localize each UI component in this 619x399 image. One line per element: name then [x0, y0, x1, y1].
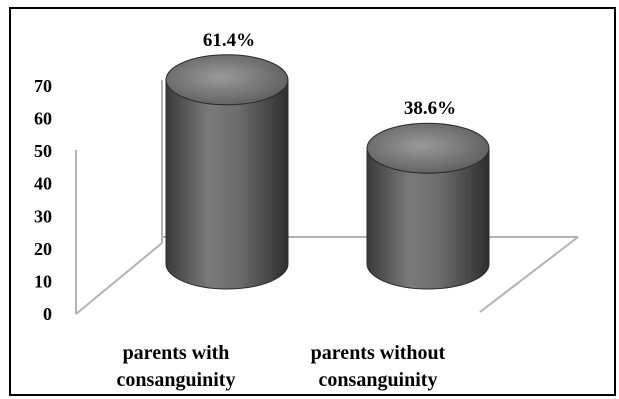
chart-frame	[9, 7, 616, 396]
y-tick-label-40: 40	[34, 174, 52, 194]
category-label-line: consanguinity	[319, 369, 438, 391]
bar-body	[165, 79, 289, 290]
y-tick-label-70: 70	[34, 76, 52, 96]
category-label-line: parents with	[123, 342, 230, 364]
y-tick-label-50: 50	[34, 141, 52, 161]
category-label-line: parents without	[311, 342, 446, 364]
bar-top	[165, 54, 289, 106]
category-label-1: parents with consanguinity	[117, 342, 236, 391]
floor-right-diagonal	[479, 236, 579, 313]
bar-body	[366, 147, 490, 290]
y-tick-label-20: 20	[34, 239, 52, 259]
data-label-2: 38.6%	[404, 98, 456, 119]
bar-top	[366, 122, 490, 174]
y-axis-ticks: 0 10 20 30 40 50 60 70	[34, 76, 52, 324]
floor-left-diagonal	[75, 242, 163, 315]
category-label-2: parents without consanguinity	[311, 342, 446, 391]
bar-2	[366, 122, 490, 290]
floor-lines	[75, 80, 579, 315]
bars	[165, 54, 490, 290]
category-label-line: consanguinity	[117, 369, 236, 391]
y-tick-label-10: 10	[34, 271, 52, 291]
data-labels: 61.4% 38.6%	[203, 30, 456, 119]
y-tick-label-0: 0	[43, 304, 52, 324]
bar-1	[165, 54, 289, 290]
y-tick-label-60: 60	[34, 109, 52, 129]
data-label-1: 61.4%	[203, 30, 255, 51]
y-tick-label-30: 30	[34, 206, 52, 226]
